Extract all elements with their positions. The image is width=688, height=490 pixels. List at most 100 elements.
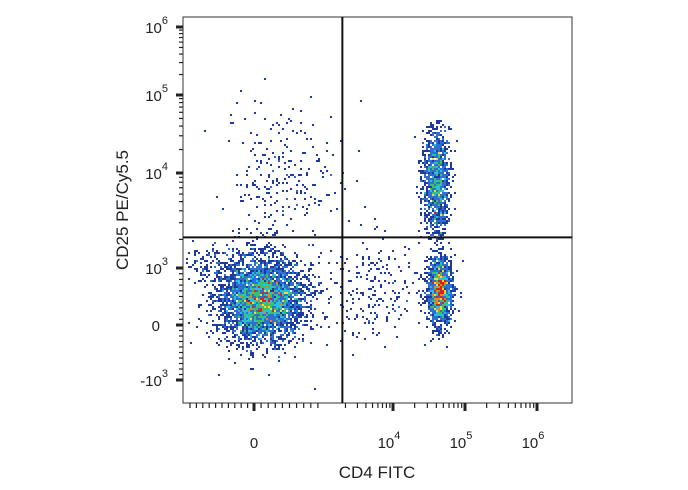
event-bin [262,278,264,280]
event-bin [242,288,244,290]
event-bin [280,254,282,256]
event-bin [284,314,286,316]
event-bin [246,316,248,318]
event-bin [226,300,228,302]
event-bin [222,312,224,314]
event-bin [418,290,420,292]
event-bin [230,294,232,296]
event-bin [440,288,442,290]
event-bin [260,328,262,330]
event-bin [420,214,422,216]
event-bin [224,292,226,294]
event-bin [448,322,450,324]
event-bin [234,330,236,332]
event-bin [288,310,290,312]
event-bin [442,222,444,224]
event-bin [270,270,272,272]
event-bin [274,276,276,278]
event-bin [284,338,286,340]
event-bin [210,314,212,316]
event-bin [258,312,260,314]
event-bin [286,190,288,192]
event-bin [432,286,434,288]
event-bin [292,308,294,310]
event-bin [420,170,422,172]
event-bin [296,254,298,256]
event-bin [444,270,446,272]
event-bin [270,338,272,340]
event-bin [434,180,436,182]
event-bin [294,298,296,300]
event-bin [426,226,428,228]
event-bin [430,276,432,278]
event-bin [200,280,202,282]
event-bin [450,274,452,276]
event-bin [424,154,426,156]
event-bin [234,270,236,272]
event-bin [436,182,438,184]
event-bin [256,294,258,296]
event-bin [432,264,434,266]
event-bin [240,318,242,320]
event-bin [258,346,260,348]
event-bin [438,304,440,306]
event-bin [286,298,288,300]
event-bin [448,174,450,176]
event-bin [262,252,264,254]
event-bin [222,288,224,290]
event-bin [242,254,244,256]
event-bin [434,284,436,286]
event-bin [234,296,236,298]
event-bin [234,294,236,296]
event-bin [268,228,270,230]
event-bin [254,316,256,318]
event-bin [220,288,222,290]
event-bin [262,324,264,326]
event-bin [438,262,440,264]
event-bin [434,172,436,174]
event-bin [226,266,228,268]
event-bin [440,296,442,298]
event-bin [452,296,454,298]
event-bin [430,270,432,272]
event-bin [244,270,246,272]
event-bin [404,254,406,256]
event-bin [322,176,324,178]
event-bin [280,268,282,270]
event-bin [430,278,432,280]
event-bin [426,172,428,174]
event-bin [442,152,444,154]
event-bin [430,264,432,266]
event-bin [278,160,280,162]
event-bin [296,276,298,278]
event-bin [288,264,290,266]
event-bin [456,288,458,290]
event-bin [248,274,250,276]
event-bin [246,324,248,326]
event-bin [298,322,300,324]
event-bin [228,314,230,316]
event-bin [252,302,254,304]
event-bin [334,282,336,284]
event-bin [426,272,428,274]
event-bin [278,308,280,310]
event-bin [254,256,256,258]
event-bin [428,160,430,162]
event-bin [268,256,270,258]
event-bin [272,274,274,276]
event-bin [434,198,436,200]
event-bin [436,280,438,282]
event-bin [426,198,428,200]
event-bin [252,336,254,338]
event-bin [250,264,252,266]
event-bin [258,296,260,298]
event-bin [356,276,358,278]
event-bin [434,186,436,188]
event-bin [296,286,298,288]
event-bin [432,250,434,252]
event-bin [268,306,270,308]
event-bin [300,110,302,112]
event-bin [220,272,222,274]
event-bin [206,268,208,270]
